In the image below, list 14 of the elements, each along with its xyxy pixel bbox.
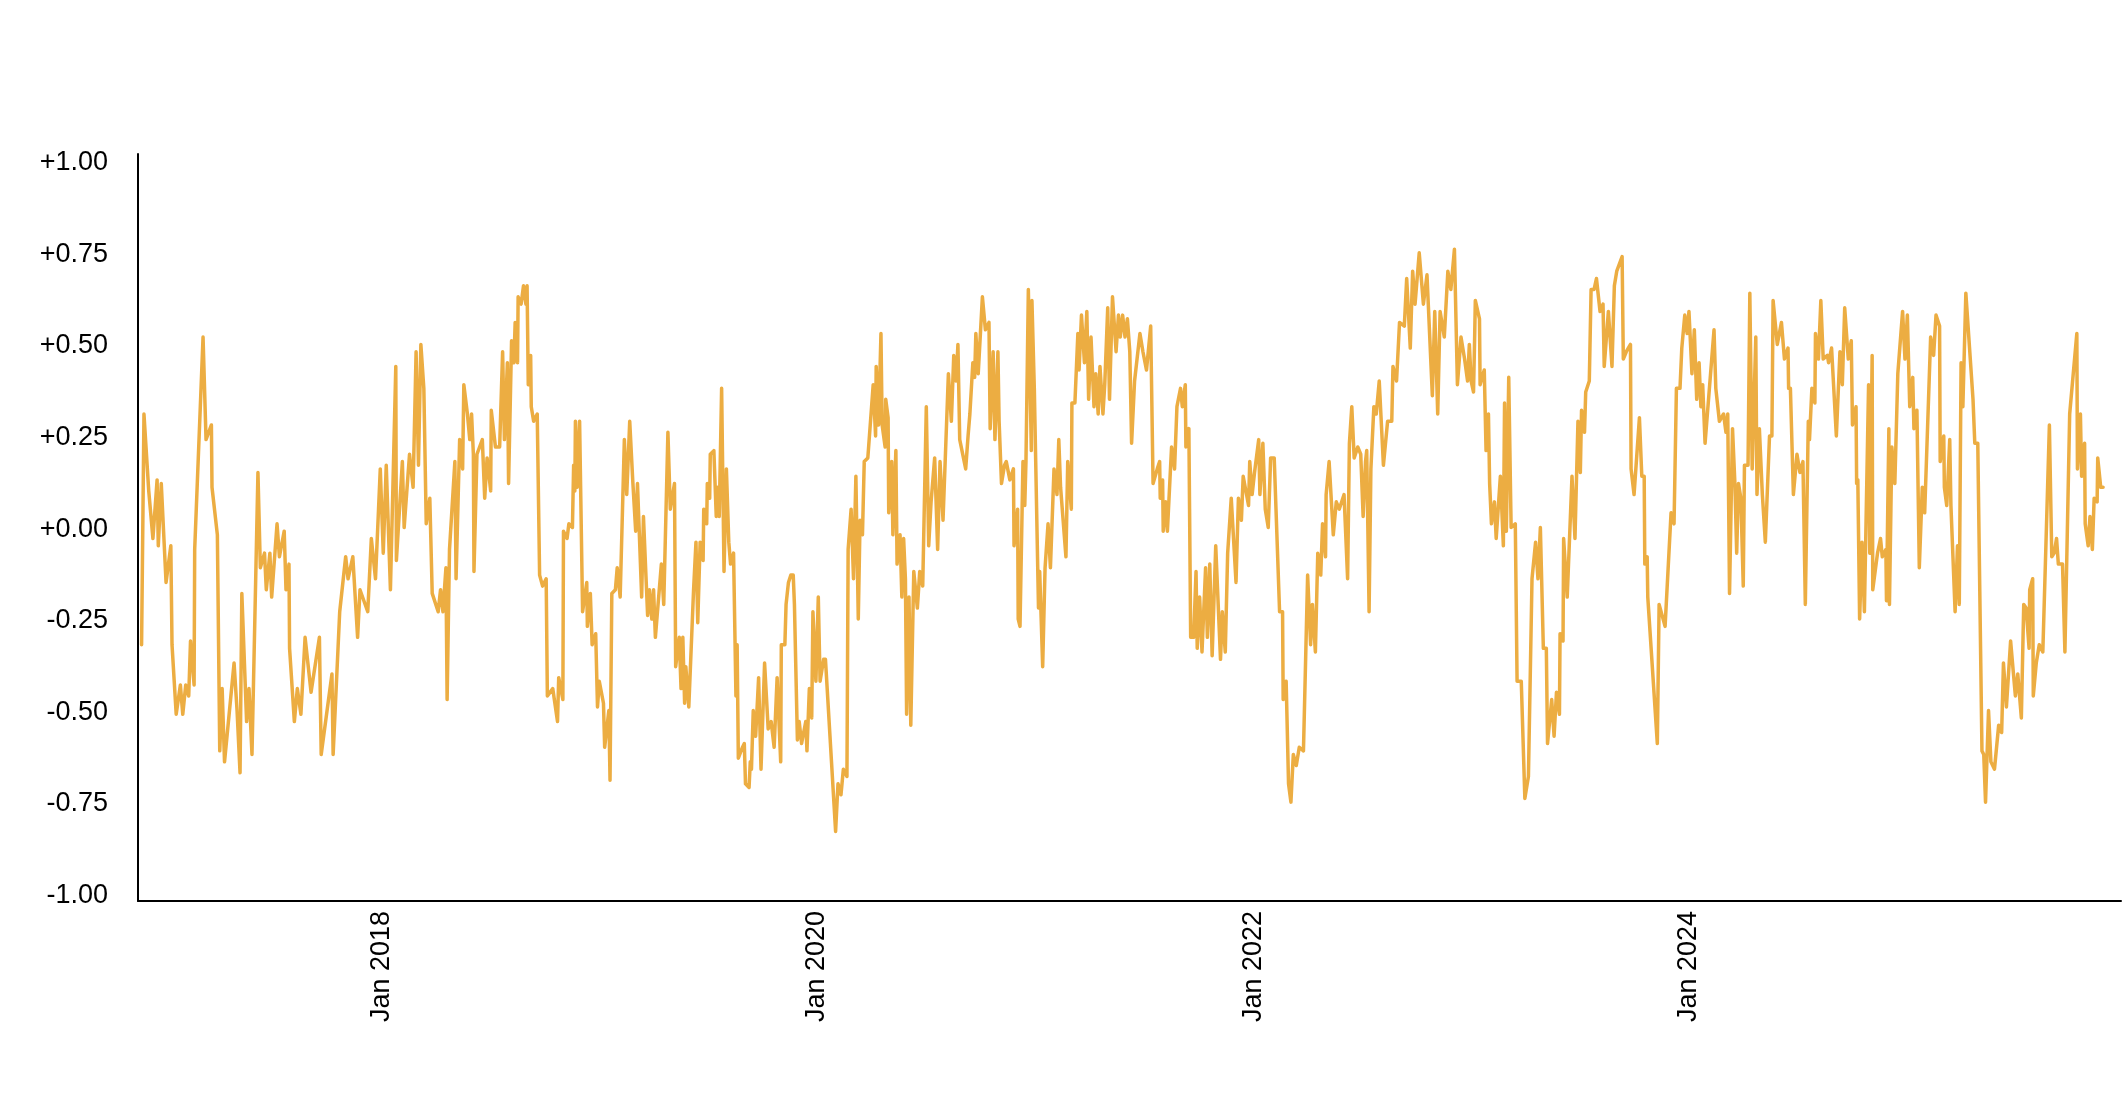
y-tick-label: +0.25 (39, 420, 108, 451)
y-tick-label: -0.25 (46, 604, 108, 635)
y-tick-label: +0.75 (39, 237, 108, 268)
y-tick-label: -0.75 (46, 787, 108, 818)
y-tick-label: -0.50 (46, 695, 108, 726)
x-tick-label: Jan 2020 (800, 911, 831, 1023)
x-tick-label: Jan 2024 (1672, 911, 1703, 1023)
x-tick-label: Jan 2018 (364, 911, 395, 1023)
y-tick-label: +1.00 (39, 146, 108, 177)
x-tick-label: Jan 2022 (1236, 911, 1267, 1023)
line-series (139, 247, 2105, 834)
y-tick-label: -1.00 (46, 878, 108, 909)
y-tick-label: +0.00 (39, 512, 108, 543)
y-tick-label: +0.50 (39, 329, 108, 360)
